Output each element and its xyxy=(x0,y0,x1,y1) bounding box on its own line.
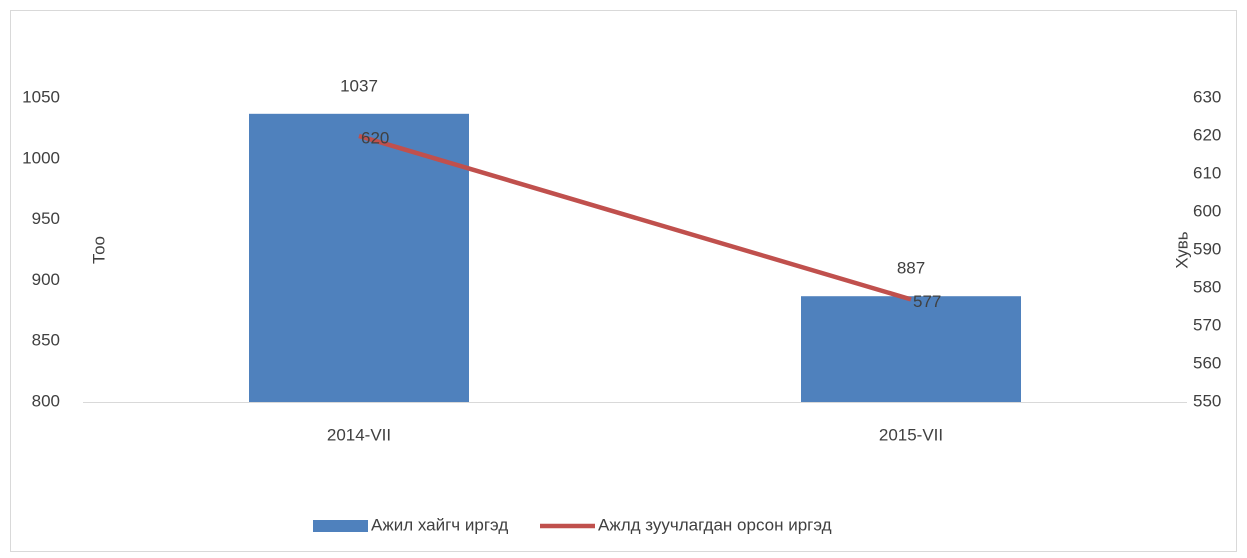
data-label: 620 xyxy=(361,128,389,147)
legend-label: Ажил хайгч иргэд xyxy=(371,515,508,534)
y2-tick-label: 620 xyxy=(1193,125,1221,144)
y-tick-label: 950 xyxy=(32,209,60,228)
data-label: 1037 xyxy=(340,76,378,95)
x-tick-label: 2014-VII xyxy=(327,425,391,444)
line xyxy=(358,133,912,302)
y2-tick-label: 570 xyxy=(1193,315,1221,334)
y-tick-label: 800 xyxy=(32,391,60,410)
y-tick-label: 850 xyxy=(32,331,60,350)
y-tick-label: 900 xyxy=(32,270,60,289)
bar xyxy=(249,113,469,403)
y2-tick-label: 610 xyxy=(1193,163,1221,182)
legend-label: Ажлд зуучлагдан орсон иргэд xyxy=(598,515,832,534)
y-tick-label: 1000 xyxy=(22,148,60,167)
y2-tick-label: 550 xyxy=(1193,391,1221,410)
bar xyxy=(801,296,1021,402)
y-tick-label: 1050 xyxy=(22,87,60,106)
y2-tick-label: 580 xyxy=(1193,277,1221,296)
chart-border xyxy=(10,10,1237,552)
y2-tick-label: 630 xyxy=(1193,87,1221,106)
legend-swatch xyxy=(313,520,368,532)
y2-tick-label: 590 xyxy=(1193,239,1221,258)
y2-tick-label: 600 xyxy=(1193,201,1221,220)
x-tick-label: 2015-VII xyxy=(879,425,943,444)
data-label: 577 xyxy=(913,292,941,311)
y-axis-title: Тоо xyxy=(89,236,108,264)
y2-axis-title: Хувь xyxy=(1172,231,1191,268)
data-label: 887 xyxy=(897,259,925,278)
y2-tick-label: 560 xyxy=(1193,353,1221,372)
